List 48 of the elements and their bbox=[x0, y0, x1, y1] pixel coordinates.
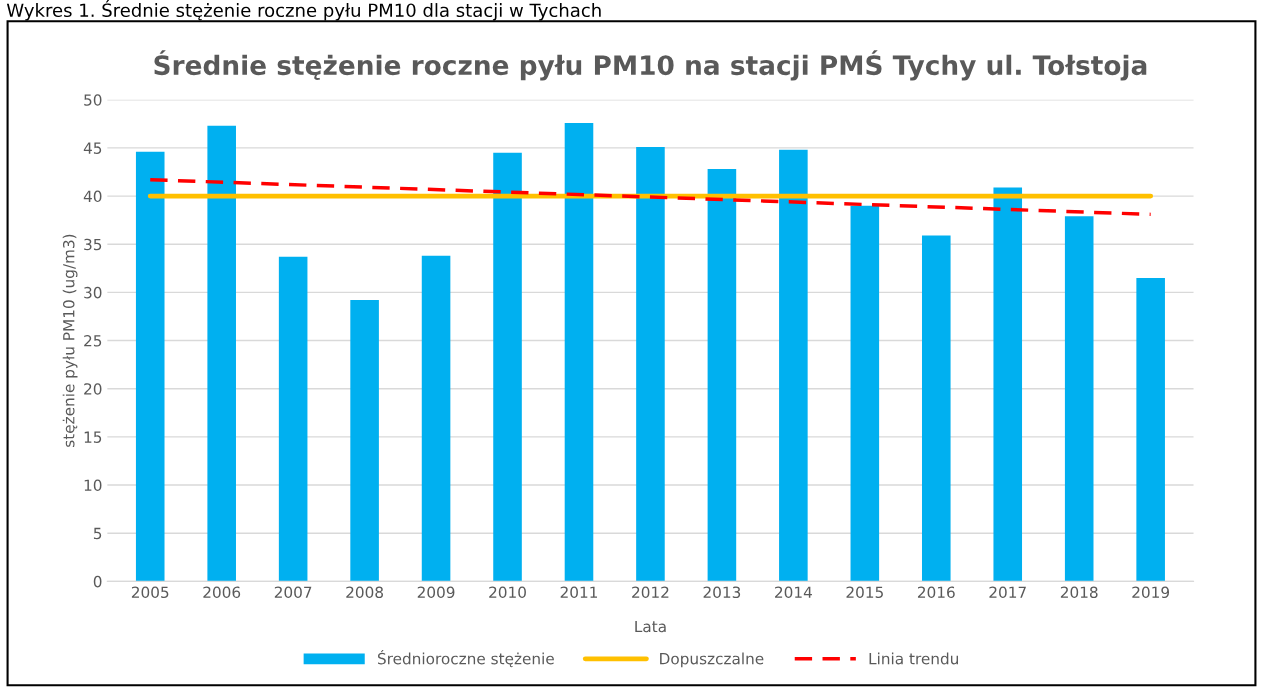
x-tick-label: 2010 bbox=[489, 586, 526, 599]
x-tick-label: 2009 bbox=[417, 586, 455, 599]
y-tick-label: 20 bbox=[84, 383, 102, 395]
x-tick-label: 2019 bbox=[1132, 586, 1170, 599]
x-tick-label: 2007 bbox=[274, 586, 312, 599]
x-tick-label: 2014 bbox=[775, 586, 812, 599]
bar bbox=[135, 151, 165, 582]
bar bbox=[493, 152, 522, 582]
x-tick-label: 2018 bbox=[1060, 586, 1098, 599]
bar bbox=[779, 149, 808, 582]
bar bbox=[421, 255, 451, 582]
y-tick-label: 30 bbox=[84, 286, 102, 299]
y-axis-title: stężenie pyłu PM10 (ug/m3) bbox=[62, 234, 78, 447]
y-tick-label: 45 bbox=[83, 142, 102, 154]
y-tick-label: 5 bbox=[93, 527, 102, 540]
y-tick-label: 50 bbox=[84, 94, 102, 106]
legend-label: Dopuszczalne bbox=[660, 652, 764, 668]
x-tick-label: 2011 bbox=[560, 586, 598, 599]
bar bbox=[707, 169, 737, 582]
bar bbox=[921, 235, 951, 582]
bar bbox=[850, 205, 880, 582]
bar bbox=[207, 125, 236, 582]
bar bbox=[1064, 216, 1094, 582]
bar bbox=[564, 122, 594, 582]
legend-label: Średnioroczne stężenie bbox=[377, 650, 554, 668]
y-tick-label: 0 bbox=[93, 575, 102, 588]
legend-label: Linia trendu bbox=[869, 652, 958, 665]
y-tick-label: 40 bbox=[83, 190, 102, 203]
bar bbox=[636, 146, 665, 582]
y-tick-label: 10 bbox=[84, 479, 102, 492]
x-axis-title: Lata bbox=[635, 620, 666, 633]
bar bbox=[350, 300, 379, 582]
x-tick-label: 2016 bbox=[917, 586, 955, 599]
x-tick-label: 2012 bbox=[632, 586, 669, 599]
bar bbox=[1136, 277, 1165, 582]
x-tick-label: 2015 bbox=[846, 586, 883, 599]
chart-title: Średnie stężenie roczne pyłu PM10 na stacji PMŚ Tychy ul. Tołstoja bbox=[154, 50, 1147, 81]
x-tick-label: 2013 bbox=[703, 586, 741, 599]
text: Wykres 1. Średnie stężenie roczne pyłu PM10 dla stacji w Tychach bbox=[6, 0, 601, 21]
bar bbox=[278, 256, 308, 582]
bar bbox=[993, 187, 1023, 582]
x-tick-label: 2006 bbox=[203, 586, 241, 599]
x-tick-label: 2008 bbox=[346, 586, 383, 599]
y-tick-label: 35 bbox=[84, 238, 102, 251]
x-tick-label: 2005 bbox=[131, 586, 169, 599]
y-tick-label: 25 bbox=[84, 335, 102, 347]
x-tick-label: 2017 bbox=[989, 586, 1026, 599]
y-tick-label: 15 bbox=[84, 431, 102, 443]
